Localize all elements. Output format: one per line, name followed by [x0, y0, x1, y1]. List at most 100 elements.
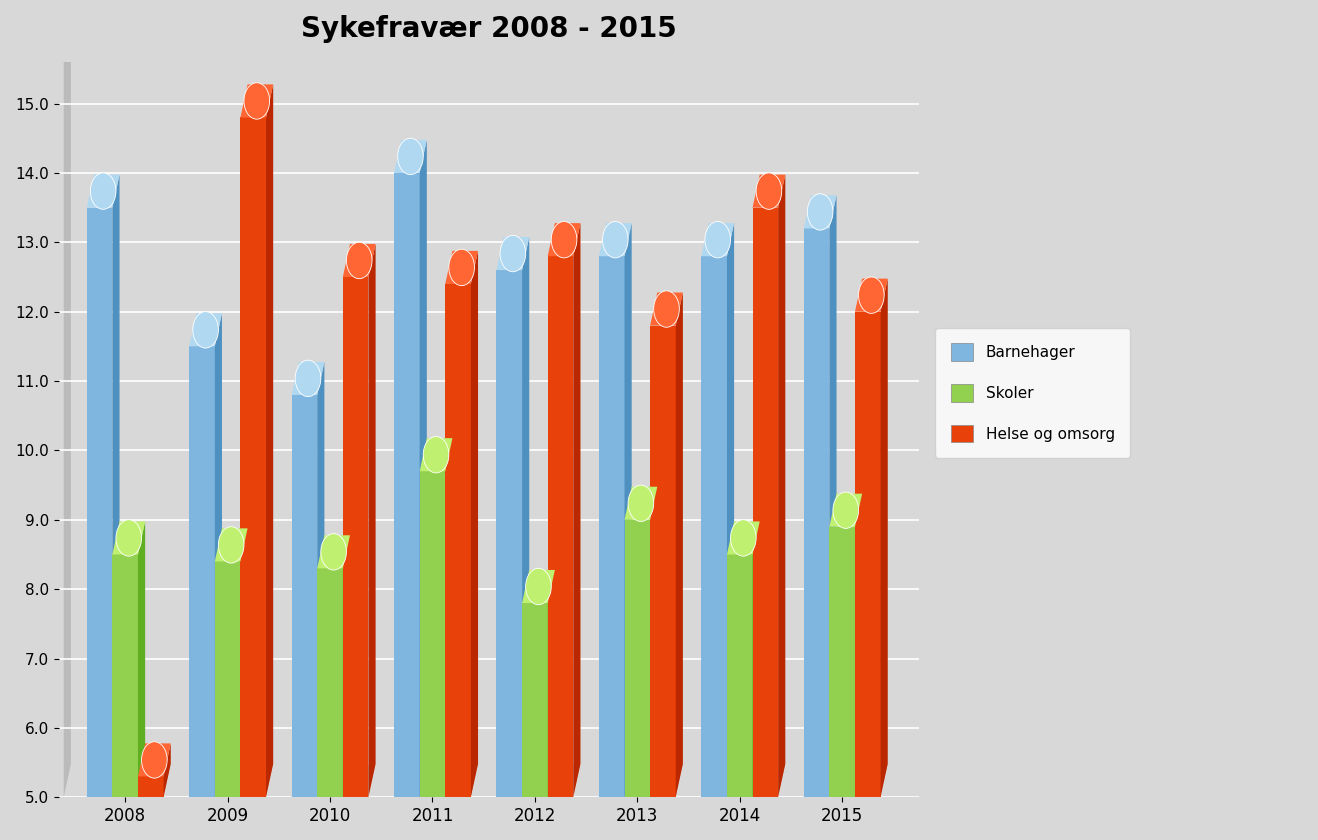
Polygon shape: [598, 764, 631, 797]
Polygon shape: [369, 244, 376, 797]
Polygon shape: [753, 764, 786, 797]
Polygon shape: [598, 256, 625, 797]
Ellipse shape: [497, 788, 522, 806]
Polygon shape: [419, 140, 427, 797]
Polygon shape: [701, 256, 728, 797]
Ellipse shape: [215, 788, 240, 806]
Polygon shape: [112, 522, 145, 554]
Polygon shape: [728, 764, 759, 797]
Legend: Barnehager, Skoler, Helse og omsorg: Barnehager, Skoler, Helse og omsorg: [936, 328, 1130, 458]
Polygon shape: [548, 764, 580, 797]
Polygon shape: [87, 175, 120, 207]
Polygon shape: [318, 362, 324, 797]
Polygon shape: [215, 313, 221, 797]
Polygon shape: [163, 743, 171, 797]
Polygon shape: [138, 776, 163, 797]
Polygon shape: [829, 196, 837, 797]
Polygon shape: [728, 554, 753, 797]
Polygon shape: [497, 237, 530, 270]
Polygon shape: [548, 570, 555, 797]
Polygon shape: [240, 84, 273, 118]
Polygon shape: [625, 520, 650, 797]
Polygon shape: [419, 471, 445, 797]
Polygon shape: [804, 764, 837, 797]
Polygon shape: [701, 223, 734, 256]
Polygon shape: [701, 764, 734, 797]
Polygon shape: [87, 764, 120, 797]
Ellipse shape: [320, 533, 347, 570]
Ellipse shape: [629, 485, 654, 522]
Polygon shape: [676, 292, 683, 797]
Ellipse shape: [394, 788, 419, 806]
Ellipse shape: [190, 788, 215, 806]
Polygon shape: [650, 486, 658, 797]
Polygon shape: [598, 223, 631, 256]
Polygon shape: [728, 522, 759, 554]
Polygon shape: [445, 438, 452, 797]
Polygon shape: [240, 528, 248, 797]
Ellipse shape: [112, 788, 138, 806]
Polygon shape: [190, 313, 221, 346]
Polygon shape: [266, 84, 273, 797]
Ellipse shape: [423, 437, 449, 473]
Polygon shape: [753, 522, 759, 797]
Polygon shape: [855, 494, 862, 797]
Polygon shape: [112, 764, 145, 797]
Polygon shape: [215, 764, 248, 797]
Ellipse shape: [522, 788, 548, 806]
Ellipse shape: [548, 788, 573, 806]
Ellipse shape: [240, 788, 266, 806]
Ellipse shape: [650, 788, 676, 806]
Ellipse shape: [138, 788, 163, 806]
Polygon shape: [522, 603, 548, 797]
Polygon shape: [829, 494, 862, 527]
Polygon shape: [291, 764, 324, 797]
Polygon shape: [291, 395, 318, 797]
Ellipse shape: [91, 173, 116, 209]
Ellipse shape: [500, 235, 526, 272]
Polygon shape: [855, 312, 880, 797]
Polygon shape: [190, 764, 221, 797]
Polygon shape: [753, 207, 778, 797]
Polygon shape: [112, 554, 138, 797]
Polygon shape: [625, 223, 631, 797]
Polygon shape: [343, 277, 369, 797]
Ellipse shape: [728, 788, 753, 806]
Ellipse shape: [829, 788, 855, 806]
Polygon shape: [829, 764, 862, 797]
Ellipse shape: [858, 277, 884, 313]
Ellipse shape: [419, 788, 445, 806]
Polygon shape: [240, 118, 266, 797]
Ellipse shape: [526, 569, 551, 605]
Ellipse shape: [347, 242, 372, 279]
Polygon shape: [318, 569, 343, 797]
Ellipse shape: [730, 520, 757, 556]
Polygon shape: [829, 527, 855, 797]
Polygon shape: [215, 528, 248, 561]
Polygon shape: [625, 486, 658, 520]
Ellipse shape: [833, 492, 858, 528]
Ellipse shape: [116, 520, 141, 556]
Ellipse shape: [808, 194, 833, 230]
Polygon shape: [419, 764, 452, 797]
Polygon shape: [87, 207, 112, 797]
Ellipse shape: [551, 222, 577, 258]
Polygon shape: [728, 223, 734, 797]
Polygon shape: [318, 535, 351, 569]
Polygon shape: [522, 764, 555, 797]
Polygon shape: [650, 292, 683, 326]
Polygon shape: [804, 228, 829, 797]
Ellipse shape: [701, 788, 728, 806]
Polygon shape: [394, 173, 419, 797]
Polygon shape: [190, 346, 215, 797]
Polygon shape: [394, 140, 427, 173]
Polygon shape: [343, 535, 351, 797]
Ellipse shape: [804, 788, 829, 806]
Polygon shape: [138, 743, 171, 776]
Polygon shape: [497, 270, 522, 797]
Polygon shape: [112, 175, 120, 797]
Polygon shape: [522, 237, 530, 797]
Ellipse shape: [219, 527, 244, 563]
Polygon shape: [394, 764, 427, 797]
Ellipse shape: [87, 788, 112, 806]
